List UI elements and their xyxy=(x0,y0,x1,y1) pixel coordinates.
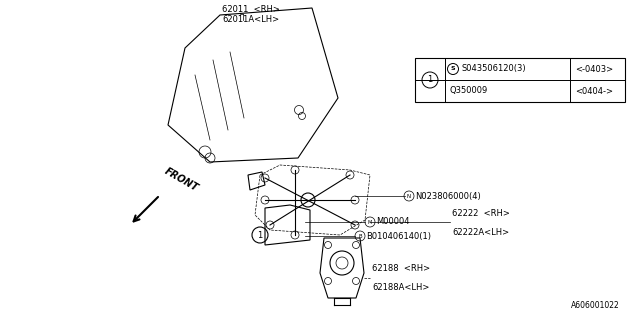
Text: B: B xyxy=(358,234,362,238)
Bar xyxy=(415,58,625,102)
Text: <0404->: <0404-> xyxy=(575,86,613,95)
Text: FRONT: FRONT xyxy=(163,166,200,193)
Text: 62011  <RH>: 62011 <RH> xyxy=(222,5,280,14)
Text: N: N xyxy=(407,194,411,198)
Text: M00004: M00004 xyxy=(376,218,410,227)
Text: S: S xyxy=(451,67,455,71)
Text: Q350009: Q350009 xyxy=(450,86,488,95)
Text: 62188A<LH>: 62188A<LH> xyxy=(372,283,429,292)
Text: M: M xyxy=(368,220,372,225)
Text: 62222A<LH>: 62222A<LH> xyxy=(452,228,509,237)
Text: 1: 1 xyxy=(428,76,433,84)
Text: 62222  <RH>: 62222 <RH> xyxy=(452,209,510,218)
Text: 1: 1 xyxy=(257,230,262,239)
Text: A606001022: A606001022 xyxy=(572,301,620,310)
Text: 62011A<LH>: 62011A<LH> xyxy=(222,15,279,24)
Text: B010406140(1): B010406140(1) xyxy=(366,231,431,241)
Text: <-0403>: <-0403> xyxy=(575,65,613,74)
Text: S043506120(3): S043506120(3) xyxy=(461,65,525,74)
Text: N023806000(4): N023806000(4) xyxy=(415,191,481,201)
Text: 62188  <RH>: 62188 <RH> xyxy=(372,264,430,273)
